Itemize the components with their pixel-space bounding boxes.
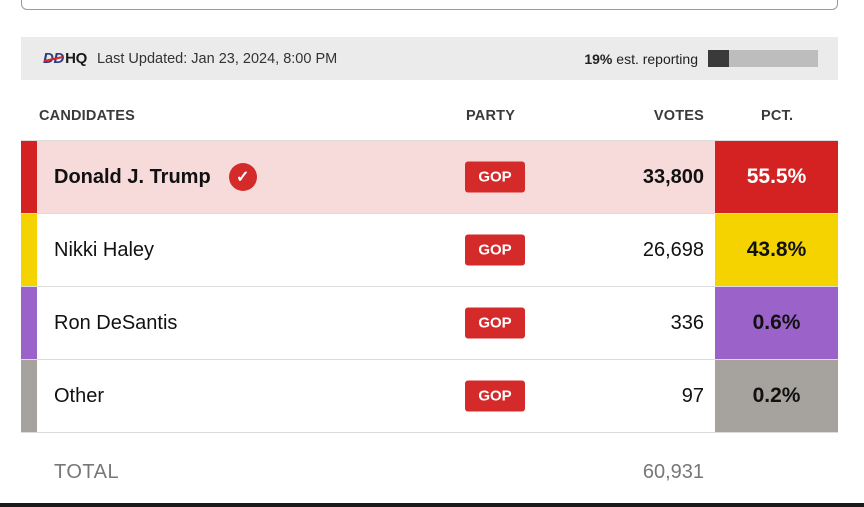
candidate-color-stripe: [21, 360, 37, 432]
party-badge: GOP: [465, 234, 525, 266]
reporting-progress-fill: [708, 50, 729, 67]
candidate-name: Nikki Haley: [54, 238, 155, 261]
search-box-edge[interactable]: [21, 0, 838, 10]
vote-count: 33,800: [642, 165, 704, 188]
candidate-name: Other: [54, 384, 105, 407]
reporting-percent: 19%: [584, 50, 613, 67]
results-table-body: Donald J. Trump ✓ GOP 33,800 55.5% Nikki…: [21, 140, 838, 433]
total-row: TOTAL 60,931: [21, 450, 838, 494]
candidate-color-stripe: [21, 214, 37, 286]
results-table-header: CANDIDATES PARTY VOTES PCT.: [21, 100, 838, 134]
vote-percent: 0.2%: [715, 360, 838, 432]
header-party: PARTY: [466, 108, 516, 124]
ddhq-logo-text: HQ: [65, 50, 87, 67]
checkmark-icon: ✓: [228, 163, 257, 191]
last-updated-text: Last Updated: Jan 23, 2024, 8:00 PM: [96, 50, 338, 67]
party-badge: GOP: [465, 380, 525, 412]
party-badge: GOP: [465, 307, 525, 339]
candidate-row-haley[interactable]: Nikki Haley GOP 26,698 43.8%: [21, 213, 838, 286]
vote-percent: 55.5%: [715, 141, 838, 213]
ddhq-logo: DD HQ: [43, 50, 87, 67]
party-badge: GOP: [465, 161, 525, 193]
candidate-name-cell: Ron DeSantis: [54, 287, 177, 359]
candidate-row-trump[interactable]: Donald J. Trump ✓ GOP 33,800 55.5%: [21, 140, 838, 213]
header-candidates: CANDIDATES: [39, 108, 135, 124]
total-label: TOTAL: [54, 461, 120, 483]
reporting-progress-bar: [708, 50, 818, 67]
candidate-name-cell: Other: [54, 360, 104, 432]
ddhq-logo-mark: DD: [43, 50, 65, 67]
candidate-color-stripe: [21, 141, 37, 213]
candidate-name-cell: Donald J. Trump ✓: [54, 141, 257, 213]
vote-count: 26,698: [642, 238, 704, 261]
candidate-name: Donald J. Trump: [54, 165, 211, 188]
vote-percent: 43.8%: [715, 214, 838, 286]
vote-count: 97: [681, 384, 704, 407]
candidate-name-cell: Nikki Haley: [54, 214, 154, 286]
candidate-color-stripe: [21, 287, 37, 359]
header-votes: VOTES: [653, 108, 704, 124]
vote-count: 336: [670, 311, 704, 334]
reporting-label: est. reporting: [616, 50, 698, 67]
total-votes: 60,931: [642, 461, 704, 483]
candidate-name: Ron DeSantis: [54, 311, 178, 334]
candidate-row-desantis[interactable]: Ron DeSantis GOP 336 0.6%: [21, 286, 838, 359]
vote-percent: 0.6%: [715, 287, 838, 359]
header-pct: PCT.: [761, 108, 794, 124]
bottom-divider: [0, 503, 864, 507]
candidate-row-other[interactable]: Other GOP 97 0.2%: [21, 359, 838, 433]
status-bar: DD HQ Last Updated: Jan 23, 2024, 8:00 P…: [21, 37, 838, 80]
reporting-status: 19% est. reporting: [584, 50, 838, 67]
